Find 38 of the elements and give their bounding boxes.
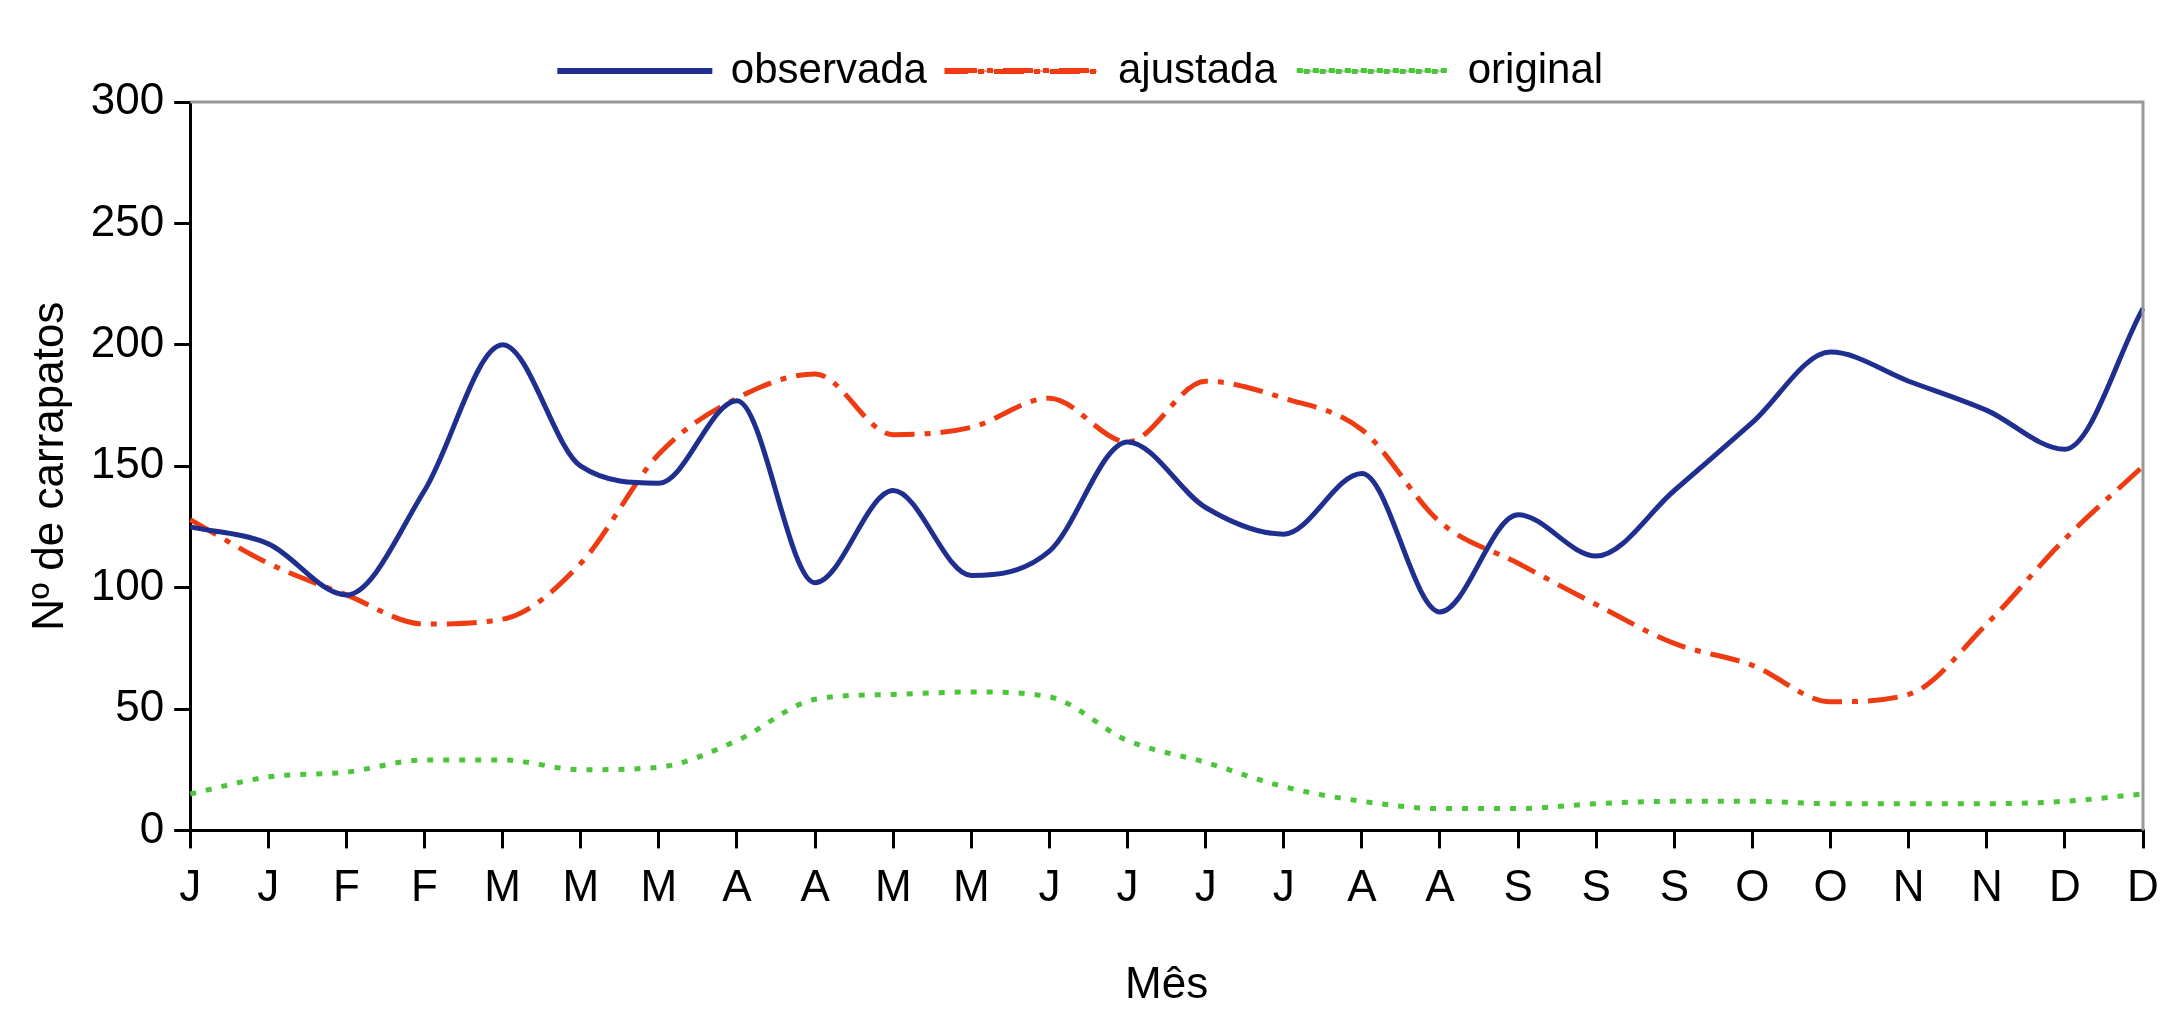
x-tick-label: J [1272, 860, 1295, 910]
y-tick-label: 250 [90, 195, 165, 245]
x-tick-label: A [1425, 860, 1456, 910]
x-tick-label: O [1735, 860, 1770, 910]
x-tick-label: N [1970, 860, 2003, 910]
legend-label: ajustada [1117, 44, 1278, 92]
x-tick-label: M [484, 860, 521, 910]
legend-label: original [1467, 44, 1604, 92]
y-tick-label: 100 [90, 559, 165, 609]
x-tick-label: J [1116, 860, 1139, 910]
x-tick-label: J [179, 860, 202, 910]
x-tick-label: S [1503, 860, 1533, 910]
y-tick-label: 0 [139, 802, 165, 852]
x-tick-label: S [1581, 860, 1611, 910]
x-tick-label: M [953, 860, 990, 910]
y-tick-label: 200 [90, 316, 165, 366]
x-tick-label: J [1038, 860, 1061, 910]
y-tick-label: 300 [90, 74, 165, 124]
x-tick-label: J [257, 860, 280, 910]
y-tick-label: 150 [90, 438, 165, 488]
x-tick-label: S [1659, 860, 1690, 910]
x-tick-label: M [640, 860, 678, 910]
x-tick-label: A [800, 860, 831, 910]
x-tick-label: O [1813, 860, 1848, 910]
x-tick-label: F [411, 860, 438, 910]
x-axis-title: Mês [1125, 957, 1209, 1007]
y-axis-title: Nº de carrapatos [22, 301, 72, 631]
x-tick-label: D [2049, 860, 2081, 910]
x-tick-label: A [1347, 860, 1378, 910]
x-tick-label: F [332, 860, 360, 910]
x-tick-label: D [2127, 860, 2159, 910]
legend-label: observada [730, 44, 928, 92]
x-tick-label: J [1194, 860, 1217, 910]
y-tick-label: 50 [115, 681, 165, 731]
x-tick-label: N [1892, 860, 1925, 910]
x-tick-label: A [722, 860, 753, 910]
x-tick-label: M [874, 860, 912, 910]
x-tick-label: M [562, 860, 600, 910]
